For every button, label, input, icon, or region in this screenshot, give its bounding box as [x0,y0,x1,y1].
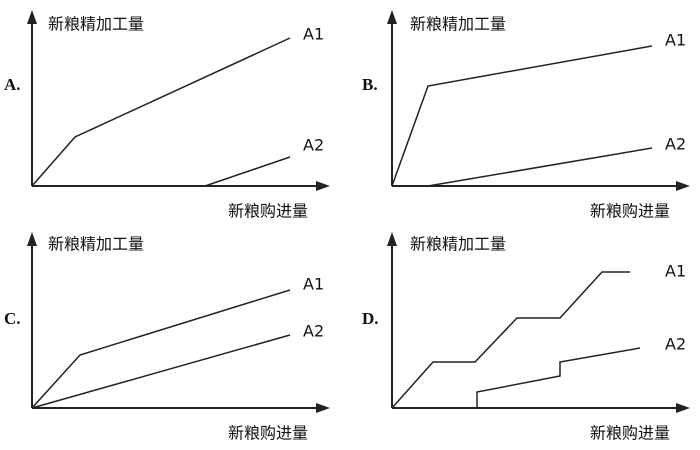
panel-b: B. 新粮精加工量 新粮购进量 A1 A2 [362,9,691,221]
x-axis-label: 新粮购进量 [228,202,308,221]
line-a1 [31,37,291,187]
line-a2 [31,334,291,409]
y-axis-label: 新粮精加工量 [410,15,506,34]
line-label: A1 [665,262,686,281]
line-a1 [391,45,653,187]
line-a2 [427,147,653,187]
y-axis-label: 新粮精加工量 [410,235,506,254]
line-label: A1 [303,25,324,44]
line-a2 [204,156,291,187]
line-a1 [391,271,630,409]
panel-a: A. 新粮精加工量 新粮购进量 A1 A2 [4,9,331,221]
line-label: A2 [303,322,324,341]
panel-label: D. [362,309,379,328]
panel-label: A. [4,75,21,94]
panel-label: B. [362,75,378,94]
line-a1 [31,289,291,409]
line-label: A2 [665,135,686,154]
x-axis-label: 新粮购进量 [228,424,308,443]
x-axis-label: 新粮购进量 [590,202,670,221]
line-a2 [476,347,641,408]
line-label: A1 [665,31,686,50]
panel-label: C. [4,309,21,328]
panel-d: D. 新粮精加工量 新粮购进量 A1 A2 [362,231,691,443]
panel-c: C. 新粮精加工量 新粮购进量 A1 A2 [4,231,331,443]
y-axis-label: 新粮精加工量 [48,15,144,34]
x-axis-label: 新粮购进量 [590,424,670,443]
line-label: A1 [303,275,324,294]
y-axis-label: 新粮精加工量 [48,235,144,254]
line-label: A2 [303,136,324,155]
line-label: A2 [665,335,686,354]
